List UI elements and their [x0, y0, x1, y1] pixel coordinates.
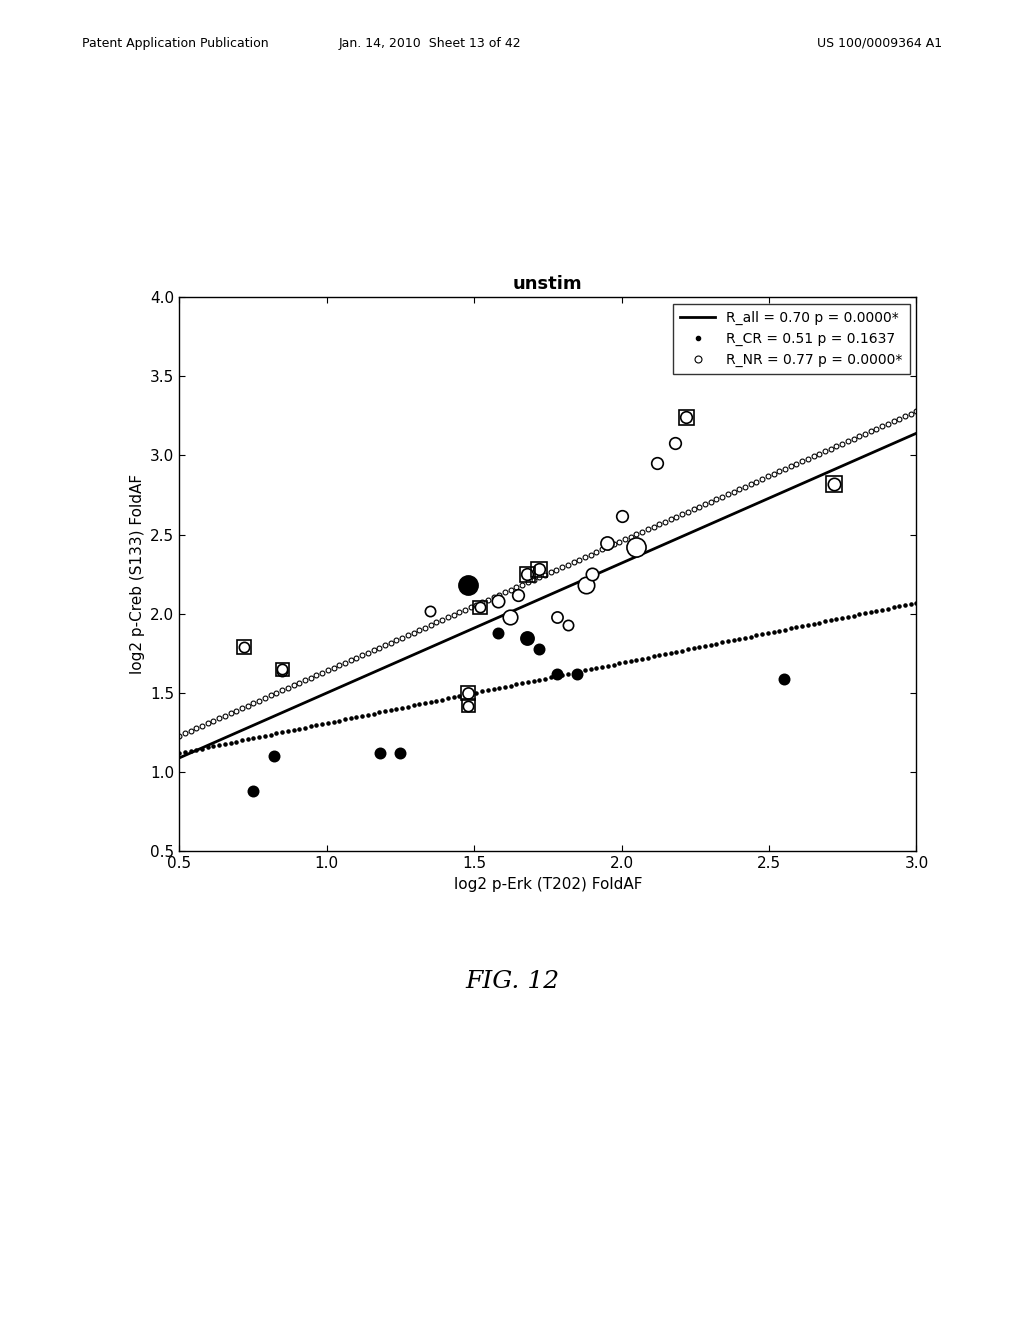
Point	[667, 432, 683, 453]
Point	[519, 627, 536, 648]
Point	[460, 574, 476, 595]
Point	[422, 601, 438, 622]
Point	[460, 696, 476, 717]
Point	[825, 474, 842, 495]
Point	[460, 682, 476, 704]
Point	[265, 746, 282, 767]
Point	[245, 780, 261, 801]
Point	[613, 506, 630, 527]
Point	[560, 614, 577, 635]
Bar	[473, 601, 486, 614]
Point	[274, 659, 291, 680]
Point	[236, 636, 252, 657]
Point	[372, 743, 388, 764]
Bar	[461, 685, 475, 701]
Point	[274, 660, 291, 681]
Point	[530, 558, 547, 579]
Point	[549, 664, 565, 685]
Bar	[531, 562, 547, 577]
Point	[569, 664, 586, 685]
Point	[472, 597, 488, 618]
Point	[549, 606, 565, 627]
Text: FIG. 12: FIG. 12	[465, 970, 559, 993]
Point	[530, 638, 547, 659]
Point	[775, 668, 792, 689]
Point	[519, 564, 536, 585]
Point	[489, 622, 506, 643]
Point	[628, 537, 644, 558]
Point	[649, 453, 666, 474]
Text: US 100/0009364 A1: US 100/0009364 A1	[817, 37, 942, 50]
Bar	[462, 700, 475, 713]
Point	[678, 407, 694, 428]
Y-axis label: log2 p-Creb (S133) FoldAF: log2 p-Creb (S133) FoldAF	[129, 474, 144, 675]
Text: Jan. 14, 2010  Sheet 13 of 42: Jan. 14, 2010 Sheet 13 of 42	[339, 37, 521, 50]
Point	[510, 585, 526, 606]
Title: unstim: unstim	[513, 275, 583, 293]
Point	[489, 590, 506, 611]
X-axis label: log2 p-Erk (T202) FoldAF: log2 p-Erk (T202) FoldAF	[454, 876, 642, 892]
Point	[578, 574, 594, 595]
Bar	[679, 409, 694, 425]
Point	[599, 532, 615, 553]
Text: Patent Application Publication: Patent Application Publication	[82, 37, 268, 50]
Bar	[519, 566, 535, 582]
Bar	[238, 640, 251, 653]
Point	[584, 564, 600, 585]
Bar	[275, 663, 289, 676]
Legend: R_all = 0.70 p = 0.0000*, R_CR = 0.51 p = 0.1637, R_NR = 0.77 p = 0.0000*: R_all = 0.70 p = 0.0000*, R_CR = 0.51 p …	[674, 304, 909, 374]
Point	[502, 606, 518, 627]
Point	[392, 743, 409, 764]
Bar	[825, 475, 842, 492]
